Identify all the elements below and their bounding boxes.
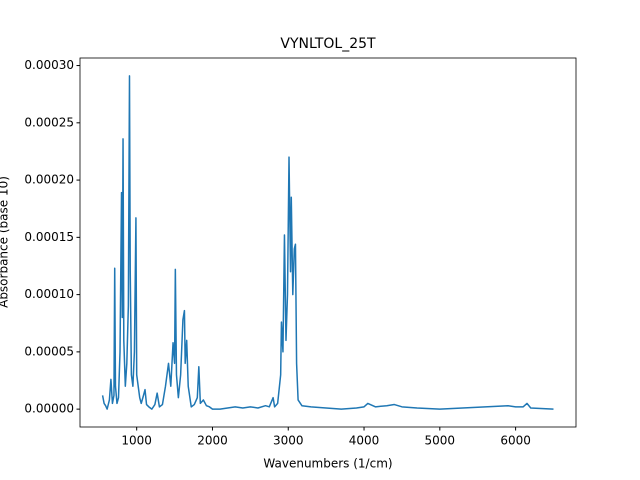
chart-title: VYNLTOL_25T bbox=[280, 36, 376, 52]
x-tick-label: 5000 bbox=[425, 434, 456, 448]
x-tick-label: 1000 bbox=[121, 434, 152, 448]
y-tick-label: 0.00025 bbox=[24, 115, 74, 129]
x-tick-label: 2000 bbox=[197, 434, 228, 448]
y-tick-label: 0.00010 bbox=[24, 287, 74, 301]
plot-frame bbox=[79, 57, 577, 428]
x-tick-label: 3000 bbox=[273, 434, 304, 448]
y-tick-label: 0.00000 bbox=[24, 402, 74, 416]
x-tick-label: 6000 bbox=[500, 434, 531, 448]
y-tick-label: 0.00015 bbox=[24, 230, 74, 244]
spectrum-line bbox=[101, 75, 554, 410]
x-tick-label: 4000 bbox=[349, 434, 380, 448]
y-axis-label: Absorbance (base 10) bbox=[0, 176, 11, 308]
x-axis-label: Wavenumbers (1/cm) bbox=[263, 457, 392, 471]
y-tick-label: 0.00020 bbox=[24, 173, 74, 187]
y-tick-label: 0.00030 bbox=[24, 58, 74, 72]
y-tick-label: 0.00005 bbox=[24, 344, 74, 358]
